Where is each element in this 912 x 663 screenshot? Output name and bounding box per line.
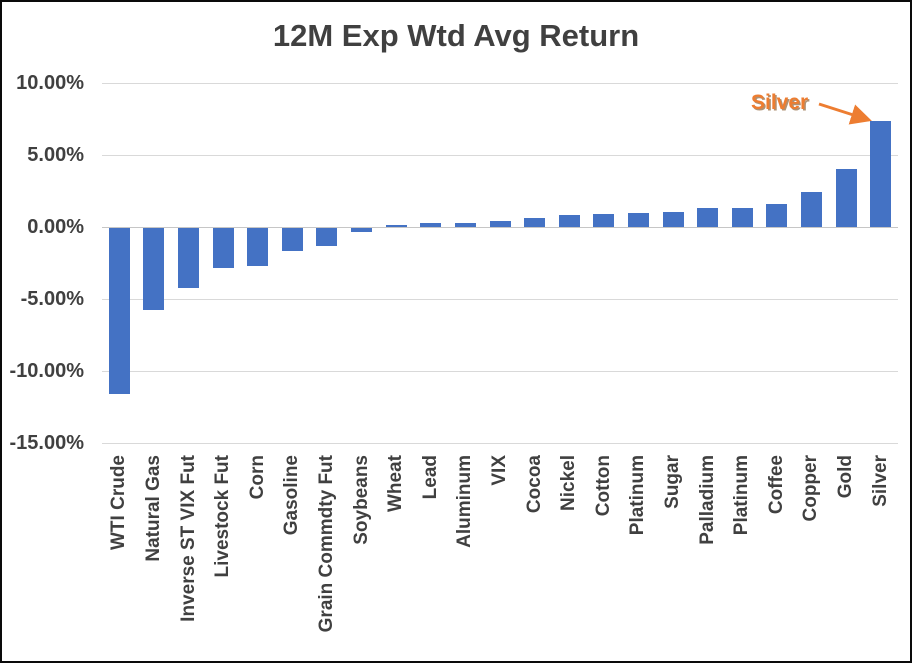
x-axis-label: Inverse ST VIX Fut: [178, 455, 199, 622]
x-axis-label: Silver: [870, 455, 891, 507]
annotation-silver-label: Silver: [751, 91, 809, 114]
x-axis-label: Natural Gas: [143, 455, 164, 562]
bar-inverse-st-vix-fut-2: [178, 228, 199, 288]
y-axis-tick-label: 5.00%: [27, 144, 84, 166]
x-axis-label: Wheat: [385, 455, 406, 512]
bar-natural-gas-1: [143, 228, 164, 310]
bar-lead-9: [420, 223, 441, 227]
x-axis-label: WTI Crude: [108, 455, 129, 550]
x-axis-label: Nickel: [558, 455, 579, 511]
x-axis-label: Grain Commdty Fut: [316, 455, 337, 633]
x-axis-label: Gold: [835, 455, 856, 499]
bar-corn-4: [247, 228, 268, 266]
bar-nickel-13: [559, 215, 580, 227]
bar-wti-crude-0: [109, 228, 130, 394]
x-axis-label: Platinum: [731, 455, 752, 536]
x-axis-label: Gasoline: [281, 455, 302, 536]
x-axis-label: Lead: [420, 455, 441, 500]
x-axis-label: Coffee: [766, 455, 787, 515]
gridline-10: [102, 83, 898, 84]
gridline-5: [102, 155, 898, 156]
bar-vix-11: [490, 221, 511, 227]
x-axis-label: Palladium: [697, 455, 718, 545]
bar-copper-20: [801, 192, 822, 227]
y-axis-tick-label: 10.00%: [16, 72, 84, 94]
x-axis-label: Soybeans: [351, 455, 372, 545]
chart-title: 12M Exp Wtd Avg Return: [272, 18, 640, 53]
y-axis-tick-label: 0.00%: [27, 216, 84, 238]
y-axis-tick-label: -15.00%: [9, 432, 85, 454]
bar-gold-21: [836, 169, 857, 227]
x-axis-label: Sugar: [662, 455, 683, 509]
gridline--5: [102, 299, 898, 300]
bar-aluminum-10: [455, 223, 476, 227]
bar-palladium-17: [697, 208, 718, 227]
x-axis-label: Aluminum: [454, 455, 475, 548]
x-axis-label: Platinum: [627, 455, 648, 536]
x-axis-label: Copper: [800, 455, 821, 522]
bar-soybeans-7: [351, 228, 372, 232]
x-axis-line: [102, 227, 898, 228]
bar-cotton-14: [593, 214, 614, 227]
bar-grain-commdty-fut-6: [316, 228, 337, 246]
bar-sugar-16: [663, 212, 684, 227]
bar-wheat-8: [386, 225, 407, 227]
bar-gasoline-5: [282, 228, 303, 251]
x-axis-label: Cotton: [593, 455, 614, 517]
y-axis-tick-label: -10.00%: [9, 360, 85, 382]
bar-platinum-18: [732, 208, 753, 227]
bar-coffee-19: [766, 204, 787, 227]
bar-livestock-fut-3: [213, 228, 234, 268]
bar-platinum-15: [628, 213, 649, 227]
gridline--15: [102, 443, 898, 444]
y-axis-tick-label: -5.00%: [20, 288, 84, 310]
x-axis-label: Cocoa: [524, 455, 545, 514]
bar-silver-22: [870, 121, 891, 227]
annotation-arrow-icon: [818, 102, 872, 125]
bar-cocoa-12: [524, 218, 545, 227]
gridline--10: [102, 371, 898, 372]
x-axis-label: VIX: [489, 455, 510, 486]
x-axis-label: Corn: [247, 455, 268, 500]
x-axis-label: Livestock Fut: [212, 455, 233, 578]
